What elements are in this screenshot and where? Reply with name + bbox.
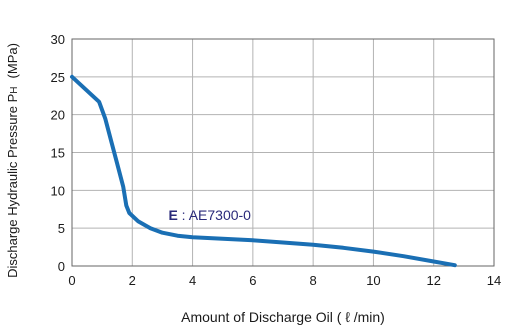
y-tick-label: 15 [51, 146, 65, 161]
y-tick-label: 5 [58, 221, 65, 236]
x-tick-label: 14 [487, 273, 501, 288]
x-tick-label: 2 [129, 273, 136, 288]
grid [71, 38, 495, 267]
x-axis-ticks: 0 2 4 6 8 10 12 14 [68, 273, 501, 288]
x-tick-label: 10 [366, 273, 380, 288]
y-axis-ticks: 0 5 10 15 20 25 30 [51, 32, 65, 274]
y-tick-label: 25 [51, 70, 65, 85]
x-tick-label: 6 [249, 273, 256, 288]
x-tick-label: 8 [310, 273, 317, 288]
curve-annotation: E : AE7300-0 [168, 207, 251, 223]
pressure-curve [70, 74, 457, 268]
plot-frame [71, 38, 495, 267]
y-tick-label: 30 [51, 32, 65, 47]
x-tick-label: 12 [426, 273, 440, 288]
y-axis-label-main: Discharge Hydraulic Pressure P [5, 94, 20, 278]
x-tick-label: 4 [189, 273, 196, 288]
y-axis-label-unit: (MPa) [5, 43, 20, 78]
annotation-model-letter: E [168, 207, 177, 223]
y-tick-label: 10 [51, 183, 65, 198]
y-axis-label: Discharge Hydraulic Pressure PH (MPa) [5, 43, 20, 278]
x-axis-label: Amount of Discharge Oil ( ℓ /min) [181, 309, 385, 325]
annotation-model-text: : AE7300-0 [178, 207, 251, 223]
y-axis-label-subscript: H [9, 86, 20, 93]
y-tick-label: 20 [51, 108, 65, 123]
x-tick-label: 0 [68, 273, 75, 288]
y-tick-label: 0 [58, 259, 65, 274]
